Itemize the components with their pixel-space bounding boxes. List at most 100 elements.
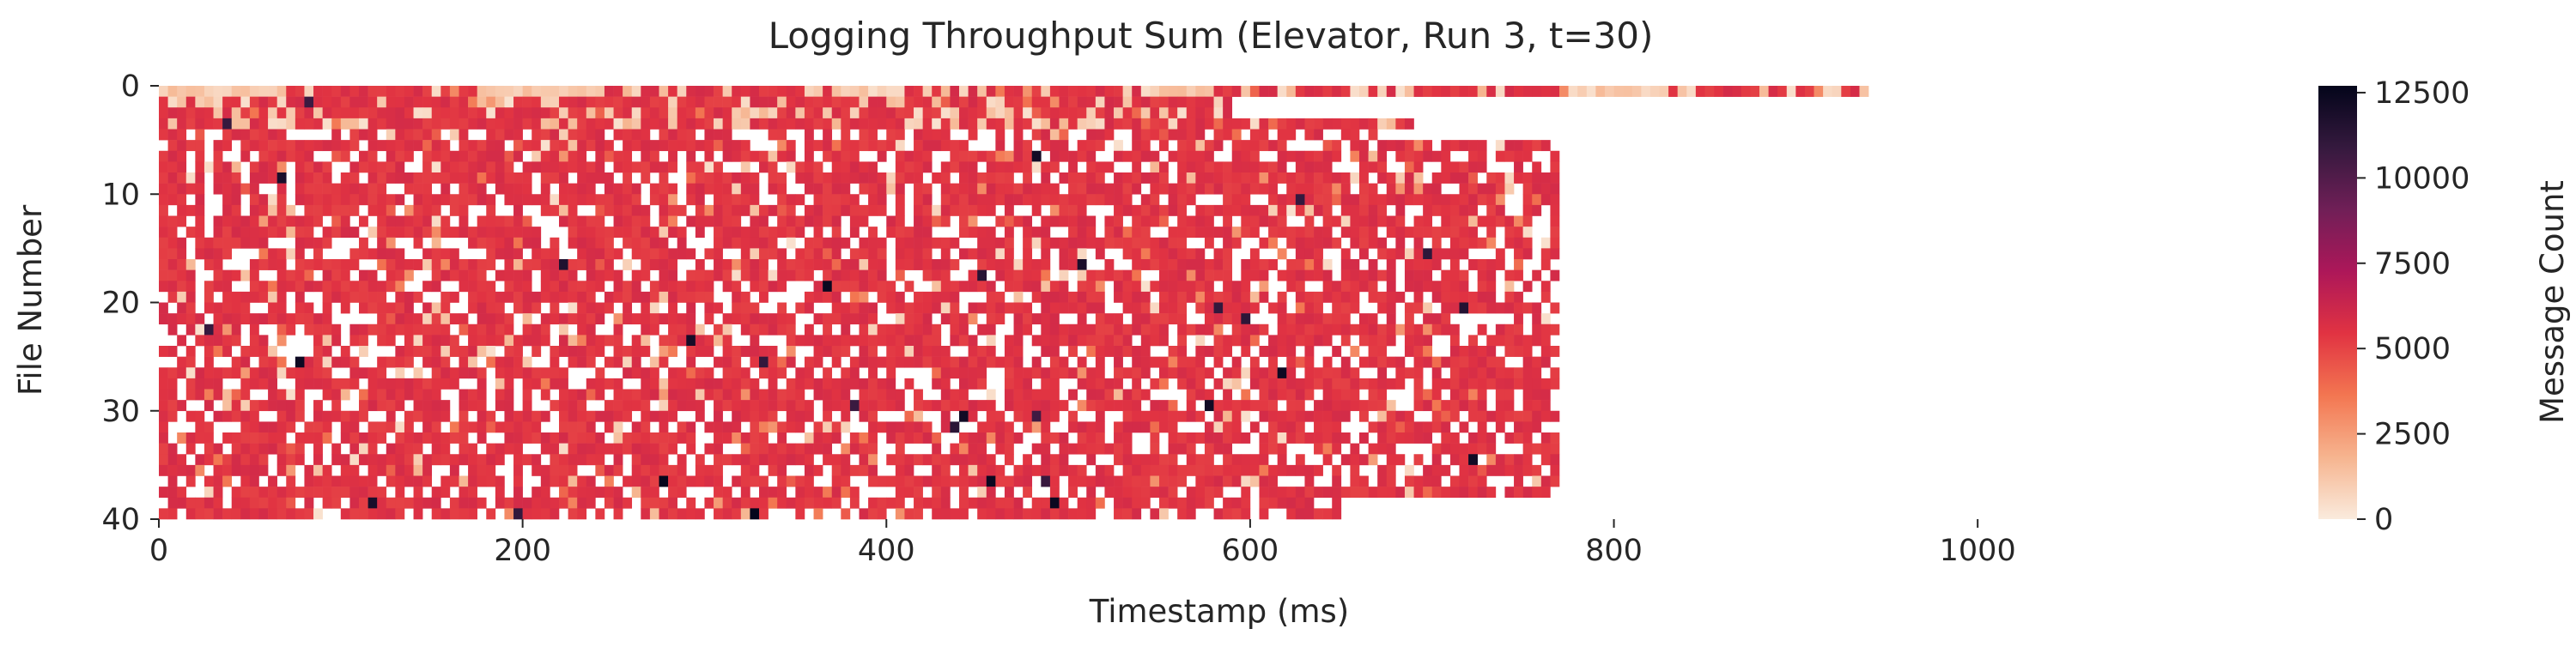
heatmap-cell (422, 475, 433, 487)
heatmap-cell (1277, 248, 1287, 260)
heatmap-cell (1350, 150, 1360, 162)
heatmap-cell (886, 497, 896, 509)
heatmap-cell (831, 291, 841, 303)
heatmap-cell (904, 356, 914, 368)
heatmap-cell (1259, 454, 1269, 466)
heatmap-cell (1304, 194, 1315, 206)
heatmap-cell (795, 86, 805, 97)
heatmap-cell (641, 140, 651, 152)
heatmap-cell (1249, 421, 1260, 433)
heatmap-cell (340, 215, 350, 227)
heatmap-cell (1049, 324, 1060, 336)
heatmap-cell (1223, 464, 1233, 476)
heatmap-cell (1077, 237, 1087, 249)
heatmap-cell (986, 150, 996, 162)
heatmap-cell (732, 454, 742, 466)
heatmap-cell (1286, 400, 1297, 412)
heatmap-cell (750, 237, 760, 249)
heatmap-cell (504, 86, 514, 97)
heatmap-cell (740, 161, 750, 173)
heatmap-cell (768, 487, 778, 499)
heatmap-cell (1068, 215, 1078, 227)
heatmap-cell (1049, 96, 1060, 108)
heatmap-cell (359, 400, 368, 412)
heatmap-cell (322, 378, 332, 390)
heatmap-cell (1213, 118, 1224, 130)
heatmap-cell (1177, 172, 1188, 184)
heatmap-cell (868, 346, 878, 357)
heatmap-cell (522, 432, 532, 444)
heatmap-cell (904, 227, 914, 239)
heatmap-cell (249, 183, 259, 195)
heatmap-cell (1077, 421, 1087, 433)
heatmap-cell (550, 107, 560, 119)
heatmap-cell (304, 421, 314, 433)
heatmap-cell (1241, 454, 1251, 466)
heatmap-cell (732, 389, 742, 401)
heatmap-cell (1259, 204, 1269, 216)
heatmap-cell (1013, 86, 1024, 97)
heatmap-cell (895, 107, 905, 119)
heatmap-cell (959, 335, 969, 347)
heatmap-cell (368, 248, 378, 260)
heatmap-cell (1304, 248, 1315, 260)
heatmap-cell (422, 389, 433, 401)
heatmap-cell (377, 497, 387, 509)
heatmap-cell (1449, 367, 1460, 379)
heatmap-cell (940, 389, 951, 401)
heatmap-cell (1477, 389, 1487, 401)
heatmap-cell (1023, 183, 1033, 195)
heatmap-cell (1449, 389, 1460, 401)
heatmap-cell (914, 140, 923, 152)
heatmap-cell (185, 204, 196, 216)
heatmap-cell (213, 410, 223, 422)
heatmap-cell (1268, 475, 1278, 487)
heatmap-cell (813, 291, 823, 303)
heatmap-cell (750, 378, 760, 390)
heatmap-cell (295, 194, 305, 206)
heatmap-cell (1286, 389, 1297, 401)
heatmap-cell (904, 487, 914, 499)
heatmap-cell (1150, 302, 1160, 314)
heatmap-cell (1041, 161, 1051, 173)
heatmap-cell (968, 335, 978, 347)
heatmap-cell (422, 346, 433, 357)
heatmap-cell (1514, 291, 1523, 303)
heatmap-cell (586, 487, 596, 499)
heatmap-cell (740, 194, 750, 206)
heatmap-cell (1441, 421, 1451, 433)
heatmap-cell (868, 508, 878, 520)
heatmap-cell (995, 302, 1005, 314)
heatmap-cell (268, 118, 277, 130)
heatmap-cell (1550, 302, 1560, 314)
heatmap-cell (286, 487, 296, 499)
heatmap-cell (1213, 302, 1224, 314)
heatmap-cell (304, 367, 314, 379)
heatmap-cell (641, 454, 651, 466)
heatmap-cell (1204, 204, 1214, 216)
heatmap-cell (613, 400, 623, 412)
heatmap-cell (659, 96, 669, 108)
heatmap-cell (1314, 487, 1323, 499)
heatmap-cell (1095, 335, 1105, 347)
heatmap-cell (1431, 378, 1442, 390)
heatmap-cell (340, 227, 350, 239)
heatmap-cell (968, 432, 978, 444)
heatmap-cell (1249, 259, 1260, 270)
heatmap-cell (559, 172, 568, 184)
heatmap-cell (495, 497, 505, 509)
heatmap-cell (895, 237, 905, 249)
heatmap-cell (1159, 410, 1169, 422)
heatmap-cell (422, 194, 433, 206)
heatmap-cell (586, 269, 596, 281)
heatmap-cell (1213, 400, 1224, 412)
heatmap-cell (1441, 194, 1451, 206)
heatmap-cell (750, 215, 760, 227)
heatmap-cell (1004, 172, 1014, 184)
heatmap-cell (1304, 259, 1315, 270)
heatmap-cell (1132, 475, 1142, 487)
heatmap-cell (940, 140, 951, 152)
heatmap-cell (468, 161, 477, 173)
heatmap-cell (1368, 281, 1378, 293)
heatmap-cell (1295, 410, 1305, 422)
